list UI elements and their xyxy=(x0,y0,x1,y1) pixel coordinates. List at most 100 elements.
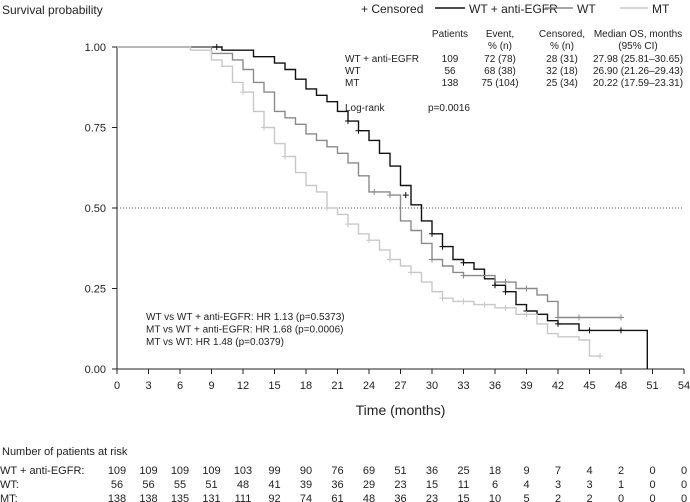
x-tick-label: 45 xyxy=(583,380,595,392)
risk-count: 109 xyxy=(202,465,220,477)
risk-count: 138 xyxy=(139,493,157,502)
legend-censored: + Censored xyxy=(361,2,423,16)
risk-count: 0 xyxy=(681,479,687,491)
y-tick-label: 0.00 xyxy=(85,364,106,376)
risk-table-title: Number of patients at risk xyxy=(2,446,128,458)
y-tick-label: 1.00 xyxy=(85,42,106,54)
risk-count: 4 xyxy=(523,479,529,491)
x-tick-label: 48 xyxy=(615,380,627,392)
risk-count: 4 xyxy=(586,465,592,477)
risk-count: 0 xyxy=(681,465,687,477)
risk-count: 15 xyxy=(426,479,438,491)
stats-cell: 26.90 (21.26–29.43) xyxy=(593,66,683,77)
censor-mark xyxy=(324,205,330,211)
risk-count: 111 xyxy=(235,493,252,502)
risk-count: 23 xyxy=(426,493,438,502)
risk-count: 48 xyxy=(363,493,375,502)
risk-count: 0 xyxy=(649,493,655,502)
x-tick-label: 24 xyxy=(363,380,375,392)
censor-mark xyxy=(523,311,530,318)
censor-mark xyxy=(618,327,624,334)
risk-count: 6 xyxy=(492,479,498,491)
censor-marks xyxy=(213,44,624,360)
x-tick-label: 54 xyxy=(678,380,690,392)
censor-mark xyxy=(576,314,582,321)
stats-cell: 75 (104) xyxy=(481,78,518,89)
censor-mark xyxy=(481,301,488,308)
survival-curves xyxy=(117,46,648,369)
x-tick-label: 3 xyxy=(145,380,151,392)
censor-mark xyxy=(355,127,362,134)
stats-header: Censored, xyxy=(539,29,585,40)
censor-mark xyxy=(618,314,624,321)
censor-mark xyxy=(555,314,561,321)
risk-count: 109 xyxy=(139,465,157,477)
logrank-label: Log-rank xyxy=(345,103,385,114)
censor-mark xyxy=(402,192,409,199)
stats-cell: 32 (18) xyxy=(546,66,578,77)
risk-count: 48 xyxy=(237,479,249,491)
risk-count: 131 xyxy=(202,493,220,502)
risk-count: 56 xyxy=(142,479,154,491)
risk-count: 18 xyxy=(489,465,501,477)
legend-label: WT + anti-EGFR xyxy=(469,2,558,16)
risk-count: 2 xyxy=(555,493,561,502)
censor-mark xyxy=(439,295,446,302)
x-tick-label: 30 xyxy=(426,380,438,392)
censor-mark xyxy=(408,269,414,276)
stats-header-sub: (95% CI) xyxy=(618,41,657,52)
legend: + Censored WT + anti-EGFR WT MT xyxy=(361,2,670,16)
stats-cell: 20.22 (17.59–23.31) xyxy=(593,78,683,89)
stats-row-label: WT xyxy=(345,66,361,77)
hazard-ratio-text: WT vs WT + anti-EGFR: HR 1.13 (p=0.5373) xyxy=(146,312,345,323)
censor-mark xyxy=(345,221,351,228)
risk-count: 99 xyxy=(268,465,280,477)
hazard-ratio-text: MT vs WT + anti-EGFR: HR 1.68 (p=0.0006) xyxy=(146,325,343,336)
x-tick-label: 33 xyxy=(457,380,469,392)
risk-count: 0 xyxy=(618,493,624,502)
censor-mark xyxy=(429,256,435,263)
risk-count: 51 xyxy=(394,465,406,477)
censor-mark xyxy=(429,230,435,237)
censor-mark xyxy=(345,118,351,125)
stats-cell: 25 (34) xyxy=(546,78,578,89)
risk-count: 92 xyxy=(268,493,280,502)
x-tick-label: 6 xyxy=(177,380,183,392)
risk-count: 10 xyxy=(489,493,501,502)
stats-header: Median OS, months xyxy=(594,29,682,40)
risk-count: 29 xyxy=(363,479,375,491)
censor-mark xyxy=(492,282,498,289)
risk-count: 56 xyxy=(111,479,123,491)
censor-mark xyxy=(460,298,467,305)
risk-count: 36 xyxy=(394,493,406,502)
y-axis-title: Survival probability xyxy=(2,3,103,17)
stats-cell: 138 xyxy=(442,78,459,89)
censor-mark xyxy=(597,353,603,360)
stats-header-sub: % (n) xyxy=(488,41,512,52)
risk-count: 0 xyxy=(649,479,655,491)
risk-count: 138 xyxy=(108,493,126,502)
censor-mark xyxy=(502,304,509,311)
survival-curve-wt-anti-egfr xyxy=(117,46,648,369)
risk-count: 5 xyxy=(523,493,529,502)
risk-row-label: MT: xyxy=(0,493,18,502)
risk-count: 90 xyxy=(300,465,312,477)
risk-count: 41 xyxy=(268,479,280,491)
censor-mark xyxy=(502,279,509,286)
risk-count: 36 xyxy=(426,465,438,477)
risk-count: 25 xyxy=(457,465,469,477)
stats-cell: 27.98 (25.81–30.65) xyxy=(593,54,683,65)
risk-count: 55 xyxy=(174,479,186,491)
risk-count: 3 xyxy=(555,479,561,491)
stats-header: Event, xyxy=(486,29,514,40)
x-tick-label: 0 xyxy=(114,380,120,392)
risk-count: 109 xyxy=(171,465,189,477)
censor-mark xyxy=(213,44,220,50)
risk-count: 135 xyxy=(171,493,189,502)
risk-count: 61 xyxy=(331,493,343,502)
stats-row-label: WT + anti-EGFR xyxy=(345,54,419,65)
stats-cell: 109 xyxy=(442,54,459,65)
risk-count: 23 xyxy=(394,479,406,491)
censor-mark xyxy=(502,288,509,295)
